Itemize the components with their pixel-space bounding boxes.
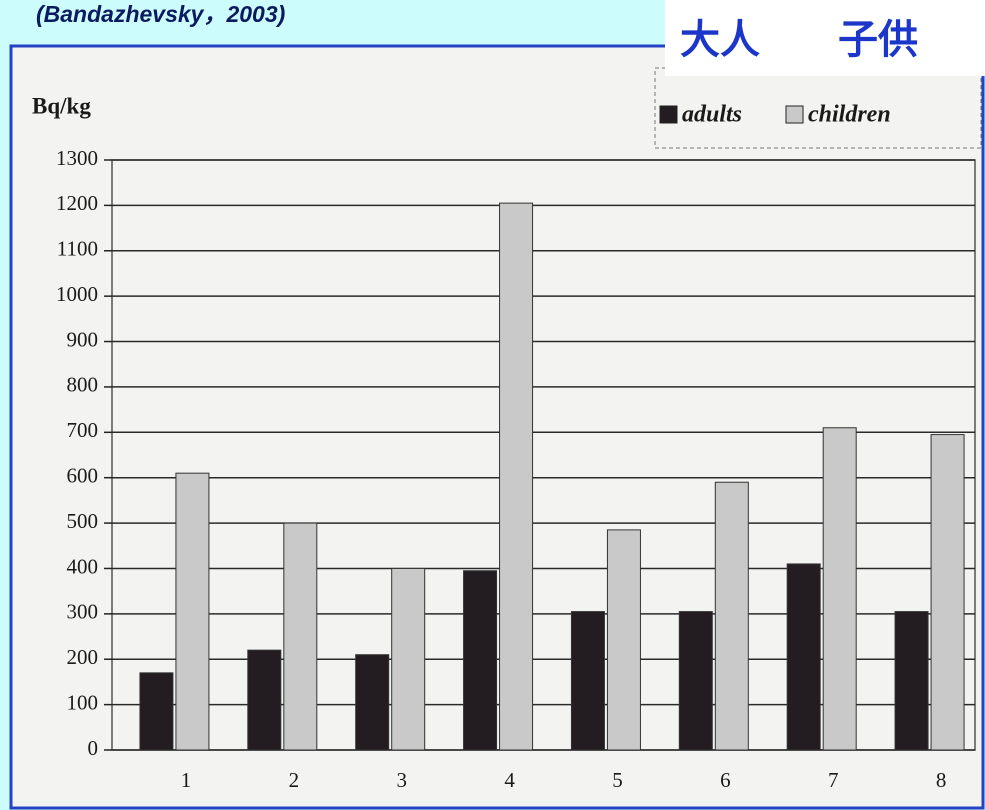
y-tick-label: 200 xyxy=(67,645,99,669)
y-tick-label: 100 xyxy=(67,690,99,714)
legend-label: adults xyxy=(682,102,742,128)
bar xyxy=(894,611,929,751)
y-tick-label: 800 xyxy=(67,373,99,397)
bar xyxy=(355,654,390,751)
y-tick-label: 400 xyxy=(67,554,99,578)
bar xyxy=(499,202,534,751)
bar xyxy=(786,563,821,751)
y-tick-label: 300 xyxy=(67,600,99,624)
bar xyxy=(139,672,174,751)
legend-swatch xyxy=(785,105,804,124)
bar xyxy=(606,529,641,751)
legend-label: children xyxy=(808,102,891,128)
x-tick-label: 3 xyxy=(396,768,407,792)
legend-swatch xyxy=(659,105,678,124)
x-tick-label: 1 xyxy=(181,768,192,792)
bar xyxy=(247,649,282,751)
y-tick-label: 1100 xyxy=(57,237,98,261)
y-tick-label: 700 xyxy=(67,418,99,442)
bar xyxy=(714,481,749,751)
bar xyxy=(283,522,318,751)
chart-title: (Bandazhevsky，2003) xyxy=(36,1,285,27)
x-tick-label: 2 xyxy=(289,768,300,792)
x-tick-label: 5 xyxy=(612,768,623,792)
bar xyxy=(822,427,857,751)
y-axis-label: Bq/kg xyxy=(32,93,91,118)
y-tick-label: 500 xyxy=(67,509,99,533)
x-tick-label: 8 xyxy=(936,768,947,792)
y-tick-label: 900 xyxy=(67,327,99,351)
bar xyxy=(570,611,605,751)
y-tick-label: 1000 xyxy=(56,282,98,306)
y-tick-label: 0 xyxy=(88,736,99,760)
bar xyxy=(678,611,713,751)
y-tick-label: 1300 xyxy=(56,146,98,170)
x-tick-label: 4 xyxy=(504,768,515,792)
bar xyxy=(175,472,210,751)
bar xyxy=(391,567,426,751)
x-tick-label: 7 xyxy=(828,768,839,792)
y-tick-label: 600 xyxy=(67,464,99,488)
bar xyxy=(930,434,965,751)
bar xyxy=(463,570,498,751)
x-tick-label: 6 xyxy=(720,768,731,792)
y-tick-label: 1200 xyxy=(56,191,98,215)
overlay-label: 子供 xyxy=(838,17,918,63)
overlay-label: 大人 xyxy=(680,17,760,63)
overlay-box xyxy=(665,0,985,76)
